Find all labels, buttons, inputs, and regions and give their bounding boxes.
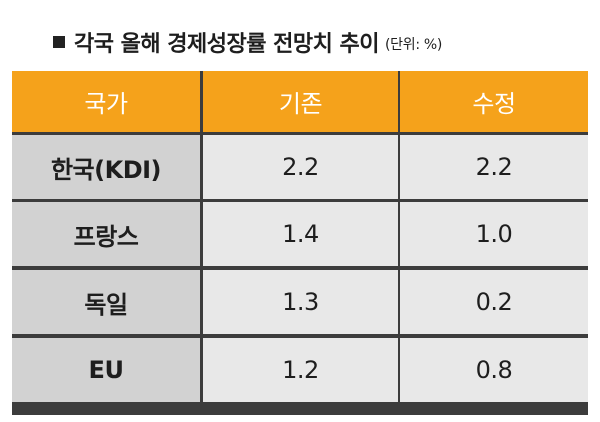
row-label: EU	[12, 338, 200, 402]
header-cell-revised: 수정	[400, 71, 588, 132]
value-cell: 1.4	[203, 202, 398, 266]
value-cell: 0.8	[400, 338, 588, 402]
value-cell: 1.3	[203, 270, 398, 334]
unit-label: (단위: %)	[385, 37, 443, 53]
row-label: 독일	[12, 270, 200, 334]
chart-title: 각국 올해 경제성장률 전망치 추이	[74, 32, 380, 57]
value-cell: 0.2	[400, 270, 588, 334]
square-bullet-icon	[53, 36, 65, 48]
row-label: 한국(KDI)	[12, 135, 200, 199]
header-cell-original: 기존	[203, 71, 398, 132]
value-cell: 1.2	[203, 338, 398, 402]
value-cell: 1.0	[400, 202, 588, 266]
header-cell-country: 국가	[12, 71, 200, 132]
value-cell: 2.2	[400, 135, 588, 199]
row-label: 프랑스	[12, 202, 200, 266]
value-cell: 2.2	[203, 135, 398, 199]
title-row: 각국 올해 경제성장률 전망치 추이 (단위: %)	[53, 22, 442, 62]
growth-forecast-table: 국가 기존 수정 한국(KDI) 2.2 2.2 프랑스 1.4 1.0 독일 1.3 0.2 EU 1.…	[12, 71, 588, 415]
